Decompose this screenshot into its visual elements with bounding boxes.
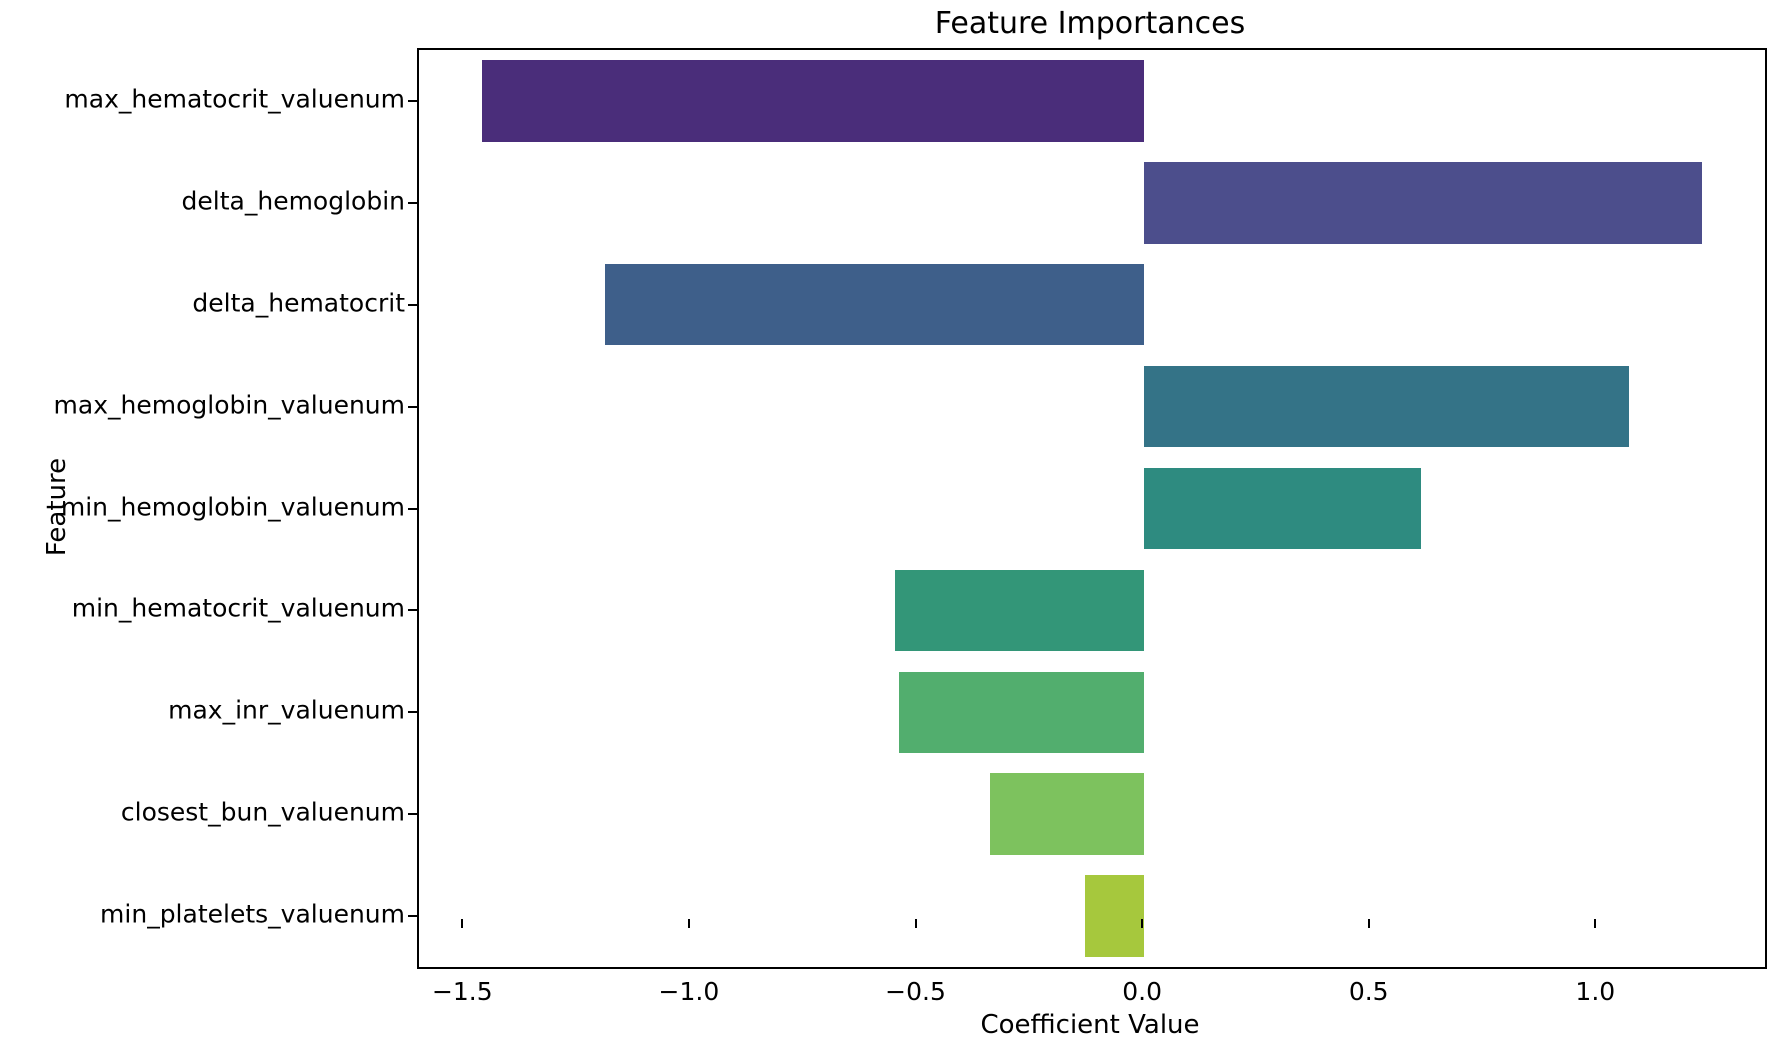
x-tick-label: −0.5 <box>885 977 946 1006</box>
x-tick-label: −1.0 <box>658 977 720 1006</box>
bar <box>990 773 1145 855</box>
bar <box>899 671 1145 754</box>
bar <box>1085 875 1145 957</box>
y-tick-mark <box>408 405 417 408</box>
bar <box>1144 162 1702 244</box>
y-tick-label: max_hematocrit_valuenum <box>64 84 405 114</box>
x-tick-mark <box>914 919 917 928</box>
y-tick-mark <box>408 507 417 510</box>
x-tick-label: 0.5 <box>1348 977 1389 1006</box>
y-tick-mark <box>408 609 417 612</box>
bar <box>1144 365 1630 448</box>
y-tick-label: delta_hematocrit <box>192 288 405 318</box>
x-tick-label: 1.0 <box>1575 977 1616 1006</box>
y-tick-label: max_hemoglobin_valuenum <box>53 390 405 420</box>
x-tick-mark <box>687 919 690 928</box>
y-tick-label: min_platelets_valuenum <box>100 899 405 929</box>
bar <box>482 60 1145 142</box>
y-tick-mark <box>408 99 417 102</box>
x-tick-label: 0.0 <box>1122 977 1162 1006</box>
x-tick-mark <box>1594 919 1597 928</box>
y-tick-mark <box>408 813 417 816</box>
y-tick-label: delta_hemoglobin <box>181 186 405 216</box>
bar <box>894 569 1145 652</box>
x-tick-mark <box>1367 919 1370 928</box>
y-tick-mark <box>408 303 417 306</box>
y-tick-label: min_hematocrit_valuenum <box>71 593 405 623</box>
plot-area <box>408 48 1767 969</box>
y-tick-label: min_hemoglobin_valuenum <box>60 492 405 521</box>
x-tick-mark <box>461 919 464 928</box>
y-tick-mark <box>408 201 417 204</box>
bar <box>1144 467 1421 550</box>
y-tick-mark <box>408 711 417 714</box>
bar <box>604 263 1145 346</box>
x-axis-label: Coefficient Value <box>980 1010 1200 1040</box>
y-tick-label: closest_bun_valuenum <box>120 797 405 827</box>
x-tick-label: −1.5 <box>431 977 493 1006</box>
y-tick-mark <box>408 915 417 918</box>
chart-title: Feature Importances <box>934 6 1246 41</box>
x-tick-mark <box>1141 919 1144 928</box>
y-tick-label: max_inr_valuenum <box>168 695 405 725</box>
